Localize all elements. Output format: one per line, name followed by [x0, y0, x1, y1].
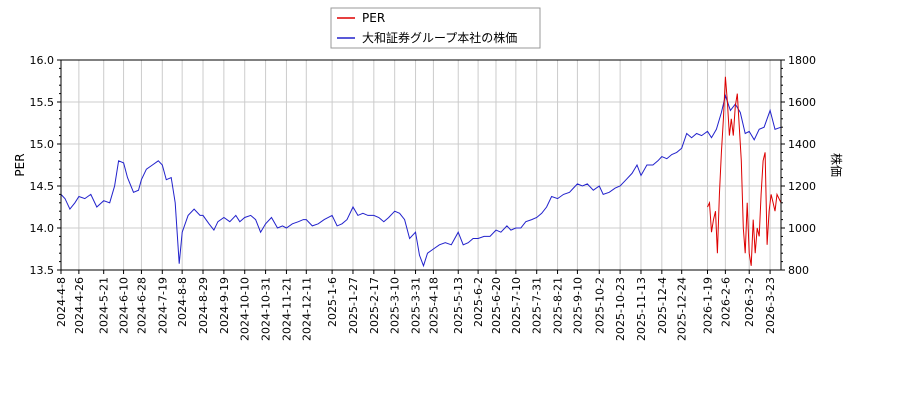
x-tick-label: 2025-1-6: [326, 277, 339, 327]
legend-label-per: PER: [362, 11, 385, 25]
x-tick-label: 2025-5-13: [452, 277, 465, 334]
x-tick-label: 2025-6-2: [472, 277, 485, 327]
x-tick-label: 2026-3-2: [743, 277, 756, 327]
x-tick-label: 2026-1-19: [702, 277, 715, 334]
x-tick-label: 2024-4-26: [73, 277, 86, 334]
y-left-tick-label: 14.0: [30, 222, 55, 235]
x-tick-label: 2025-12-4: [656, 277, 669, 334]
x-tick-label: 2024-8-29: [197, 277, 210, 334]
series-layer: [60, 76, 782, 268]
x-tick-label: 2024-10-10: [239, 277, 252, 341]
x-tick-label: 2025-12-24: [676, 277, 689, 341]
x-tick-label: 2025-3-10: [389, 277, 402, 334]
x-tick-label: 2024-6-10: [118, 277, 131, 334]
x-tick-label: 2025-11-13: [635, 277, 648, 341]
x-tick-label: 2026-2-6: [719, 277, 732, 327]
x-tick-label: 2024-7-19: [156, 277, 169, 334]
x-tick-label: 2025-9-10: [571, 277, 584, 334]
x-tick-label: 2024-10-31: [260, 277, 273, 341]
x-tick-label: 2024-6-28: [135, 277, 148, 334]
x-tick-label: 2025-7-31: [531, 277, 544, 334]
x-tick-label: 2024-4-8: [55, 277, 68, 327]
axes: 13.5 14.0 14.5 15.0 15.5 16.0 800 1000 1200 1400 1…: [30, 54, 817, 341]
x-tick-label: 2025-10-2: [593, 277, 606, 334]
plot-frame: [60, 59, 782, 271]
x-tick-label: 2026-3-23: [764, 277, 777, 334]
y-right-tick-label: 1400: [788, 138, 816, 151]
x-tick-label: 2025-4-18: [427, 277, 440, 334]
legend: PER 大和証券グループ本社の株価: [330, 7, 541, 49]
legend-box: [330, 7, 541, 49]
x-tick-label: 2025-8-21: [552, 277, 565, 334]
x-tick-label: 2024-8-8: [176, 277, 189, 327]
x-tick-label: 2025-3-31: [410, 277, 423, 334]
x-tick-label: 2025-1-27: [347, 277, 360, 334]
grid-lines: [60, 60, 781, 270]
y-right-tick-label: 1000: [788, 222, 816, 235]
x-tick-label: 2025-7-10: [510, 277, 523, 334]
x-tick-label: 2025-2-17: [368, 277, 381, 334]
y-left-tick-label: 14.5: [30, 180, 55, 193]
x-tick-label: 2024-9-19: [218, 277, 231, 334]
y-left-tick-label: 15.0: [30, 138, 55, 151]
series-line-stock-price: [60, 93, 782, 268]
x-tick-label: 2025-6-20: [490, 277, 503, 334]
x-tick-label: 2024-5-21: [98, 277, 111, 334]
x-tick-label: 2025-10-23: [614, 277, 627, 341]
y-right-tick-label: 1200: [788, 180, 816, 193]
y-right-tick-label: 1600: [788, 96, 816, 109]
y-right-tick-label: 800: [788, 264, 809, 277]
y-left-tick-label: 16.0: [30, 54, 55, 67]
y-right-tick-label: 1800: [788, 54, 816, 67]
legend-label-stock-price: 大和証券グループ本社の株価: [362, 30, 517, 45]
y-left-tick-label: 13.5: [30, 264, 55, 277]
y-axis-right-label: 株価: [829, 153, 844, 177]
series-line-per: [707, 76, 782, 266]
x-tick-label: 2024-11-21: [280, 277, 293, 341]
y-left-tick-label: 15.5: [30, 96, 55, 109]
x-tick-label: 2024-12-11: [300, 277, 313, 341]
y-axis-left-label: PER: [13, 153, 27, 176]
